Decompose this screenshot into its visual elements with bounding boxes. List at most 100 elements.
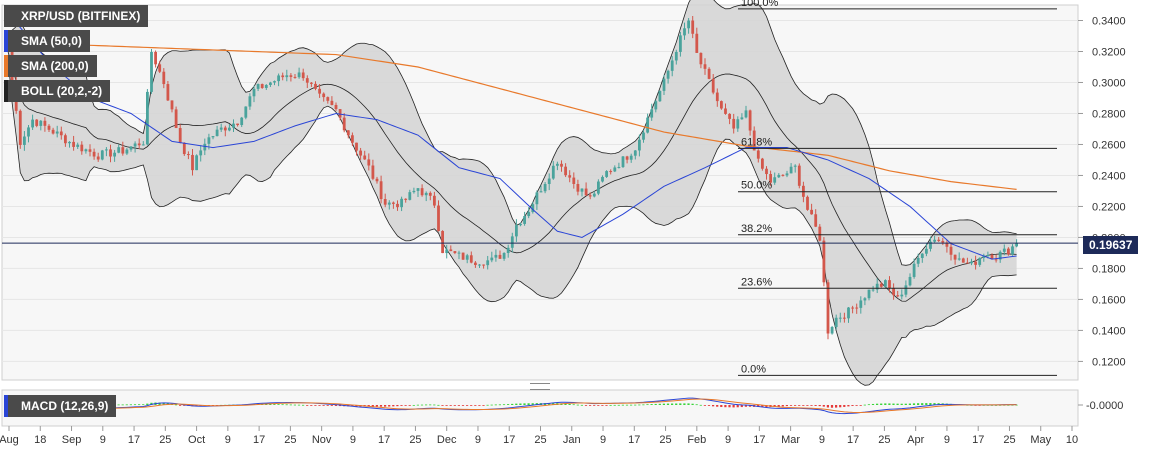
candle-body	[953, 254, 957, 260]
candle-body	[605, 171, 608, 177]
macd-histogram-bar	[617, 404, 620, 406]
macd-histogram-bar	[461, 405, 465, 406]
candle-body	[43, 120, 47, 126]
macd-histogram-bar	[388, 405, 391, 407]
panel-resize-handle[interactable]	[530, 383, 550, 390]
x-tick-label: May	[1030, 434, 1051, 446]
macd-histogram-bar	[142, 404, 145, 406]
candle-body	[277, 75, 280, 82]
candle-body	[236, 123, 239, 126]
macd-histogram-bar	[625, 404, 629, 406]
x-tick-label: 9	[350, 434, 356, 446]
legend-bollinger[interactable]: BOLL (20,2,-2)	[4, 80, 111, 102]
macd-histogram-bar	[133, 404, 137, 406]
candle-body	[843, 317, 846, 319]
candle-body	[695, 33, 699, 53]
candle-body	[76, 144, 80, 147]
candle-body	[310, 82, 313, 84]
y-tick-label: 0.2800	[1092, 108, 1126, 120]
macd-histogram-bar	[777, 405, 780, 407]
bollinger-upper	[7, 0, 1017, 266]
candle-body	[642, 132, 645, 140]
candle-body	[416, 188, 420, 191]
fib-label: 0.0%	[741, 363, 766, 375]
candle-body	[871, 289, 875, 291]
macd-histogram-bar	[580, 404, 583, 406]
macd-histogram-bar	[863, 404, 866, 406]
candle-body	[100, 150, 104, 160]
candle-body	[670, 60, 674, 71]
candle-body	[18, 110, 22, 145]
macd-histogram-bar	[437, 404, 440, 406]
candle-body	[23, 136, 26, 145]
candle-body	[174, 109, 178, 129]
candle-body	[506, 247, 510, 253]
macd-histogram-bar	[933, 403, 936, 405]
x-tick-label: Aug	[0, 434, 19, 446]
macd-histogram-bar	[384, 405, 387, 407]
candle-body	[59, 131, 63, 136]
candle-body	[535, 192, 539, 205]
candle-body	[875, 283, 879, 290]
candle-body	[195, 155, 198, 171]
legend-sma50[interactable]: SMA (50,0)	[4, 30, 90, 52]
candle-body	[752, 130, 756, 151]
candle-body	[84, 149, 88, 152]
sma200-line	[7, 41, 1017, 190]
candles	[10, 16, 1018, 340]
candle-body	[650, 109, 654, 118]
candle-body	[793, 165, 797, 167]
macd-histogram-bar	[609, 404, 612, 406]
macd-histogram-bar	[781, 405, 784, 407]
candle-body	[847, 307, 850, 319]
macd-histogram-bar	[281, 404, 284, 406]
candle-body	[367, 159, 371, 166]
moving-averages	[2, 12, 1078, 260]
candle-body	[203, 143, 207, 151]
macd-histogram-bar	[912, 403, 916, 405]
x-tick-label: 25	[284, 434, 296, 446]
candle-body	[699, 52, 703, 65]
candle-body	[797, 165, 801, 186]
macd-histogram-bar	[568, 403, 571, 405]
macd-histogram-bar	[703, 405, 706, 406]
candle-body	[223, 127, 227, 131]
candle-body	[162, 71, 166, 85]
legend-macd[interactable]: MACD (12,26,9)	[4, 395, 117, 417]
macd-histogram-bar	[138, 404, 141, 406]
x-tick-label: Dec	[437, 434, 457, 446]
macd-histogram-bar	[847, 405, 850, 407]
x-tick-label: 10	[1066, 434, 1078, 446]
legend-sma200[interactable]: SMA (200,0)	[4, 55, 97, 77]
macd-histogram-bar	[724, 405, 727, 408]
candle-body	[834, 317, 838, 328]
candle-body	[445, 249, 449, 254]
candle-body	[342, 117, 346, 131]
candle-body	[904, 285, 908, 295]
candle-body	[908, 276, 912, 286]
macd-histogram-bar	[908, 403, 911, 405]
x-tick-label: Feb	[687, 434, 706, 446]
candle-body	[720, 101, 723, 109]
candle-body	[199, 150, 203, 156]
macd-histogram-bar	[310, 405, 313, 406]
candle-body	[482, 264, 485, 266]
candle-body	[777, 174, 781, 178]
x-tick-label: 17	[753, 434, 765, 446]
macd-histogram-bar	[478, 405, 481, 406]
candle-body	[736, 119, 740, 129]
candle-body	[539, 191, 543, 193]
candle-body	[728, 113, 731, 119]
macd-histogram-bar	[445, 405, 448, 406]
candle-body	[912, 263, 916, 277]
macd-histogram-bar	[687, 403, 690, 405]
macd-histogram-bar	[400, 405, 403, 406]
macd-histogram-bar	[515, 403, 518, 405]
macd-histogram-bar	[748, 405, 752, 407]
macd-histogram-bar	[683, 403, 686, 405]
candle-body	[170, 100, 174, 110]
candle-body	[609, 171, 613, 173]
macd-histogram-bar	[146, 403, 149, 405]
macd-histogram-bar	[867, 404, 870, 406]
candle-body	[314, 83, 317, 89]
